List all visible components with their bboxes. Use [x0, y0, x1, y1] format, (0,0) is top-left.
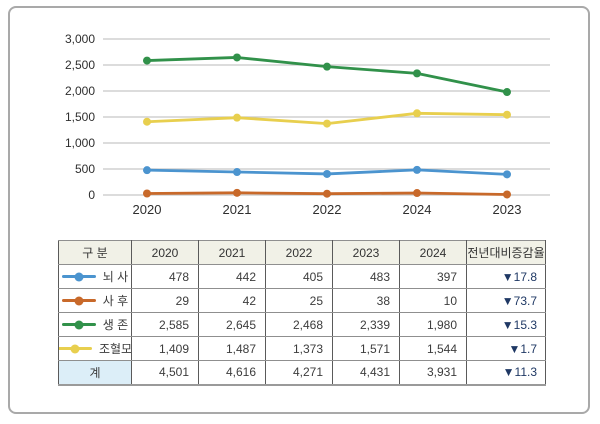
series-label-cell: 생 존 — [58, 312, 132, 337]
svg-text:2024: 2024 — [403, 202, 432, 217]
cell-value: 1,409 — [131, 336, 199, 361]
svg-text:2020: 2020 — [133, 202, 162, 217]
cell-value: 2,585 — [131, 312, 199, 337]
svg-text:1,000: 1,000 — [65, 136, 95, 150]
cell-value: 2,339 — [332, 312, 400, 337]
cell-value: 1,373 — [265, 336, 333, 361]
series-label: 뇌 사 — [102, 270, 129, 284]
svg-text:2021: 2021 — [223, 202, 252, 217]
cell-change-rate: ▼73.7 — [466, 288, 546, 313]
cell-value: 1,571 — [332, 336, 400, 361]
cell-value: 2,645 — [198, 312, 266, 337]
cell-value: 478 — [131, 264, 199, 289]
series-label: 생 존 — [102, 318, 129, 332]
cell-change-rate: ▼17.8 — [466, 264, 546, 289]
cell-value: 1,544 — [399, 336, 467, 361]
cell-change-rate: ▼15.3 — [466, 312, 546, 337]
cell-value: 397 — [399, 264, 467, 289]
header-year: 2020 — [131, 240, 199, 265]
cell-value: 3,931 — [399, 360, 467, 386]
header-year: 2023 — [332, 240, 400, 265]
cell-value: 42 — [198, 288, 266, 313]
header-year: 2021 — [198, 240, 266, 265]
cell-value: 4,431 — [332, 360, 400, 386]
svg-text:2,000: 2,000 — [65, 84, 95, 98]
svg-text:0: 0 — [88, 188, 95, 202]
series-label: 사 후 — [102, 294, 129, 308]
cell-value: 4,271 — [265, 360, 333, 386]
header-change-rate: 전년대비증감율 — [466, 240, 546, 265]
series-legend-mark-icon — [61, 320, 96, 329]
series-label-cell: 사 후 — [58, 288, 132, 313]
series-label: 조혈모 — [98, 342, 132, 356]
svg-text:500: 500 — [75, 162, 95, 176]
cell-value: 2,468 — [265, 312, 333, 337]
cell-change-rate: ▼11.3 — [466, 360, 546, 386]
cell-value: 483 — [332, 264, 400, 289]
table-row: 뇌 사 478 442 405 483 397 ▼17.8 — [58, 264, 546, 289]
cell-value: 38 — [332, 288, 400, 313]
series-legend-mark-icon — [59, 344, 92, 353]
svg-text:2,500: 2,500 — [65, 58, 95, 72]
cell-change-rate: ▼1.7 — [466, 336, 546, 361]
cell-value: 29 — [131, 288, 199, 313]
cell-value: 1,980 — [399, 312, 467, 337]
header-year: 2022 — [265, 240, 333, 265]
series-legend-mark-icon — [61, 272, 96, 281]
header-category: 구 분 — [58, 240, 132, 265]
series-legend-mark-icon — [61, 296, 96, 305]
svg-text:1,500: 1,500 — [65, 110, 95, 124]
header-year: 2024 — [399, 240, 467, 265]
svg-text:2022: 2022 — [313, 202, 342, 217]
cell-value: 405 — [265, 264, 333, 289]
cell-value: 442 — [198, 264, 266, 289]
cell-value: 4,616 — [198, 360, 266, 386]
cell-value: 10 — [399, 288, 467, 313]
cell-value: 1,487 — [198, 336, 266, 361]
series-label-cell: 조혈모 — [58, 336, 132, 361]
data-table: 구 분 2020 2021 2022 2023 2024 전년대비증감율 뇌 사… — [58, 240, 546, 386]
table-header-row: 구 분 2020 2021 2022 2023 2024 전년대비증감율 — [58, 240, 546, 265]
table-row: 생 존 2,585 2,645 2,468 2,339 1,980 ▼15.3 — [58, 312, 546, 337]
svg-text:3,000: 3,000 — [65, 32, 95, 46]
svg-text:2023: 2023 — [493, 202, 522, 217]
cell-value: 4,501 — [131, 360, 199, 386]
series-label-cell: 뇌 사 — [58, 264, 132, 289]
table-total-row: 계 4,501 4,616 4,271 4,431 3,931 ▼11.3 — [58, 360, 546, 386]
table-row: 조혈모 1,409 1,487 1,373 1,571 1,544 ▼1.7 — [58, 336, 546, 361]
total-label-cell: 계 — [58, 360, 132, 386]
cell-value: 25 — [265, 288, 333, 313]
table-row: 사 후 29 42 25 38 10 ▼73.7 — [58, 288, 546, 313]
line-chart: 0 500 1,000 1,500 2,000 2,500 3,000 2020 2021 202… — [65, 32, 550, 217]
